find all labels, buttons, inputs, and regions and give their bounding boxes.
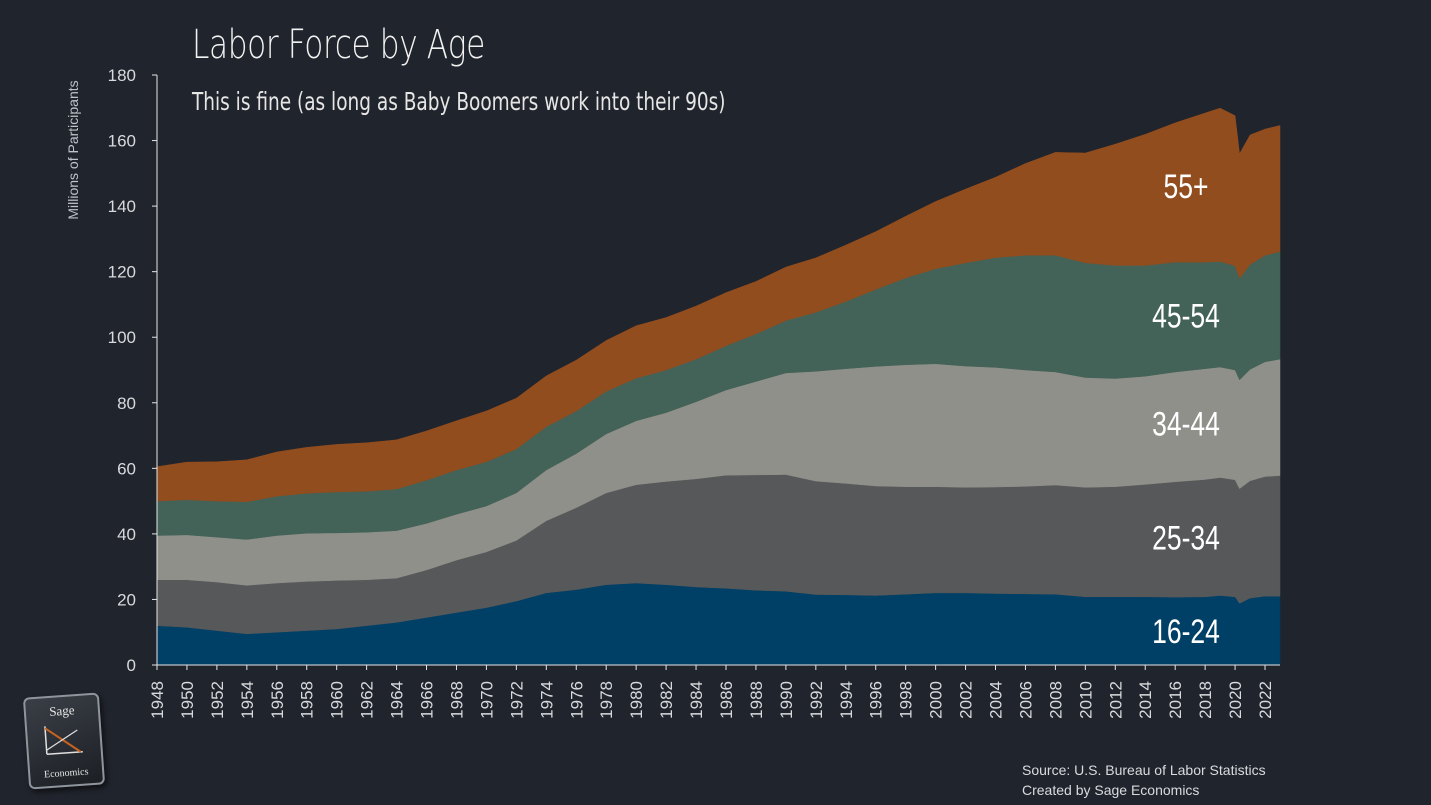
x-tick-label: 2002	[957, 681, 976, 719]
y-tick-label: 140	[108, 197, 136, 216]
series-label-34-44: 34-44	[1152, 405, 1220, 443]
x-tick-label: 1952	[208, 681, 227, 719]
x-tick-label: 1956	[268, 681, 287, 719]
y-tick-label: 40	[117, 525, 136, 544]
logo-top-text: Sage	[48, 702, 76, 719]
sage-economics-logo: Sage Economics	[22, 692, 106, 790]
credit-line: Created by Sage Economics	[1022, 782, 1200, 798]
x-tick-label: 2008	[1046, 681, 1065, 719]
x-tick-label: 2016	[1166, 681, 1185, 719]
x-tick-label: 2006	[1016, 681, 1035, 719]
x-tick-label: 2020	[1226, 681, 1245, 719]
x-tick-label: 1966	[418, 681, 437, 719]
y-tick-label: 180	[108, 66, 136, 85]
y-tick-label: 160	[108, 132, 136, 151]
y-tick-label: 120	[108, 263, 136, 282]
x-tick-label: 1986	[717, 681, 736, 719]
x-tick-label: 1984	[687, 681, 706, 719]
x-tick-label: 1976	[567, 681, 586, 719]
series-label-16-24: 16-24	[1152, 613, 1220, 651]
chart-title: Labor Force by Age	[192, 22, 485, 68]
y-tick-label: 20	[117, 590, 136, 609]
x-tick-label: 1988	[747, 681, 766, 719]
x-tick-label: 1958	[298, 681, 317, 719]
x-tick-label: 2012	[1106, 681, 1125, 719]
x-tick-label: 2018	[1196, 681, 1215, 719]
y-tick-label: 100	[108, 328, 136, 347]
x-tick-label: 1954	[238, 681, 257, 719]
x-tick-label: 1970	[477, 681, 496, 719]
x-tick-label: 1994	[837, 681, 856, 719]
x-tick-label: 1980	[627, 681, 646, 719]
x-tick-label: 1982	[657, 681, 676, 719]
x-tick-label: 1992	[807, 681, 826, 719]
x-tick-label: 1978	[597, 681, 616, 719]
y-tick-label: 60	[117, 459, 136, 478]
source-line: Source: U.S. Bureau of Labor Statistics	[1022, 762, 1266, 778]
y-axis-label: Millions of Participants	[65, 80, 81, 220]
x-tick-label: 2014	[1136, 681, 1155, 719]
logo-mark-icon	[44, 726, 83, 755]
x-tick-label: 2010	[1076, 681, 1095, 719]
x-tick-label: 2000	[927, 681, 946, 719]
x-tick-label: 1968	[447, 681, 466, 719]
x-tick-label: 1972	[507, 681, 526, 719]
logo-bottom-text: Economics	[43, 766, 89, 781]
x-tick-label: 1964	[388, 681, 407, 719]
source-note: Source: U.S. Bureau of Labor Statistics …	[1022, 760, 1266, 800]
x-tick-label: 1990	[777, 681, 796, 719]
series-label-55+: 55+	[1164, 168, 1209, 206]
x-tick-label: 1974	[537, 681, 556, 719]
series-label-45-54: 45-54	[1152, 297, 1220, 335]
series-label-25-34: 25-34	[1152, 519, 1220, 557]
x-tick-label: 1996	[867, 681, 886, 719]
x-tick-label: 1998	[897, 681, 916, 719]
x-tick-label: 1960	[328, 681, 347, 719]
y-tick-label: 80	[117, 394, 136, 413]
x-tick-label: 2004	[987, 681, 1006, 719]
area-series-55+	[156, 107, 1281, 503]
x-tick-label: 1948	[148, 681, 167, 719]
x-tick-label: 1962	[358, 681, 377, 719]
y-tick-label: 0	[127, 656, 136, 675]
x-tick-label: 1950	[178, 681, 197, 719]
x-tick-label: 2022	[1256, 681, 1275, 719]
chart-subtitle: This is fine (as long as Baby Boomers wo…	[192, 87, 726, 116]
